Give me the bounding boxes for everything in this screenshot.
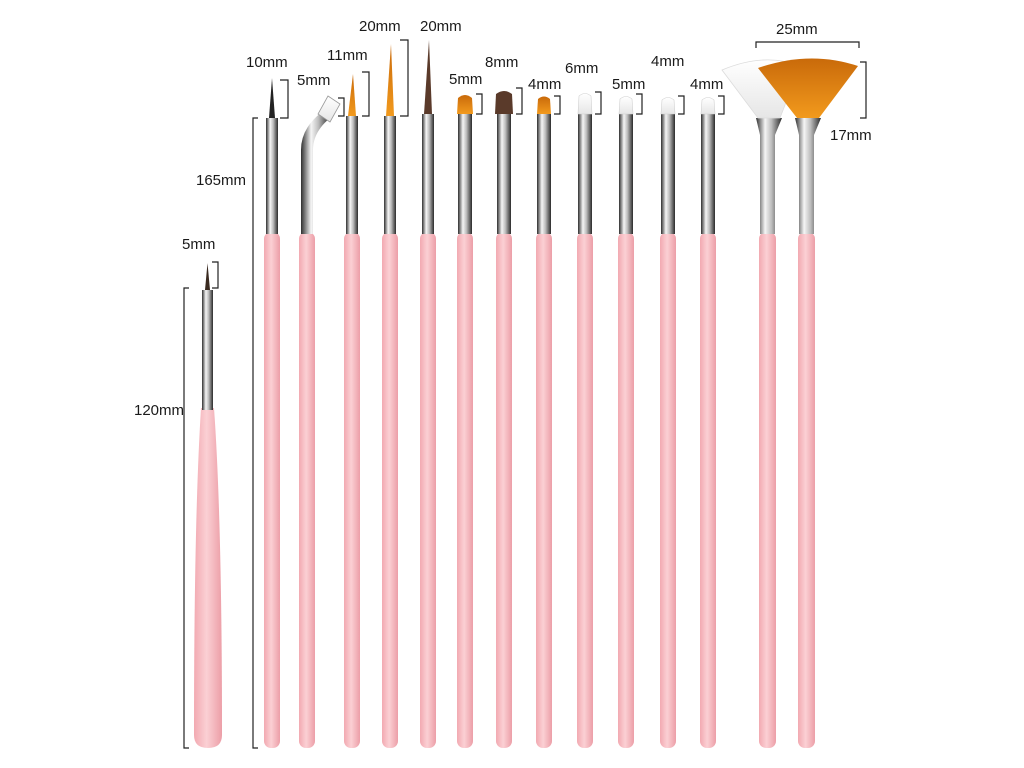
bracket-8mm <box>516 87 523 115</box>
ferrule-6 <box>458 114 472 234</box>
label-tip-7: 8mm <box>485 54 518 71</box>
label-tip-6: 5mm <box>449 71 482 88</box>
ferrule-12 <box>701 114 715 234</box>
bristle-5-striper <box>424 40 432 114</box>
label-tip-10: 5mm <box>612 76 645 93</box>
bristle-12-flat <box>700 97 716 115</box>
handle-1 <box>264 232 280 748</box>
label-tip-12: 4mm <box>690 76 723 93</box>
bristle-3-liner <box>348 74 356 116</box>
bracket-120mm <box>183 287 189 749</box>
bristle-9-flat <box>577 93 593 115</box>
handle-10 <box>618 232 634 748</box>
label-long-length: 165mm <box>196 172 246 189</box>
short-detail-brush <box>194 263 222 748</box>
bracket-165mm <box>252 117 258 749</box>
ferrule-14-fan <box>795 118 821 234</box>
label-fan-height: 17mm <box>830 127 872 144</box>
label-tip-3: 11mm <box>327 47 368 64</box>
ferrule-5 <box>422 114 434 234</box>
ferrule-10 <box>619 114 633 234</box>
label-short-length: 120mm <box>134 402 184 419</box>
label-fan-width: 25mm <box>776 21 818 38</box>
handle-3 <box>344 232 360 748</box>
bracket-4mm-a <box>554 95 561 115</box>
handle-8 <box>536 232 552 748</box>
dimension-brackets <box>183 39 867 749</box>
bracket-4mm-b <box>678 95 685 115</box>
short-brush-ferrule <box>202 290 213 410</box>
bracket-5mm-angled <box>338 97 345 117</box>
bracket-5mm-flat <box>476 93 483 115</box>
handle-14 <box>798 232 815 748</box>
bracket-25mm <box>755 41 860 48</box>
handle-7 <box>496 232 512 748</box>
bracket-5mm-white <box>636 93 643 115</box>
label-short-tip: 5mm <box>182 236 215 253</box>
ferrule-1 <box>266 118 278 234</box>
dimension-labels: 5mm 120mm 165mm 10mm 5mm 11mm 20mm 20mm … <box>134 18 872 419</box>
ferrule-4 <box>384 116 396 234</box>
short-brush-handle <box>194 408 222 748</box>
label-tip-2: 5mm <box>297 72 330 89</box>
bristle-10-flat <box>618 96 634 115</box>
ferrule-3 <box>346 116 358 234</box>
label-tip-9: 6mm <box>565 60 598 77</box>
bracket-4mm-c <box>718 95 725 115</box>
bracket-10mm <box>280 79 289 119</box>
ferrule-8 <box>537 114 551 234</box>
handle-5 <box>420 232 436 748</box>
short-brush-bristle <box>205 263 210 290</box>
bristle-1-detail <box>269 78 275 118</box>
ferrule-9 <box>578 114 592 234</box>
bracket-6mm <box>595 91 602 115</box>
bracket-17mm <box>860 61 867 119</box>
label-tip-5: 20mm <box>420 18 462 35</box>
long-brush-handles <box>264 232 815 748</box>
handle-2 <box>299 232 315 748</box>
bristle-8-flat <box>537 96 551 114</box>
handle-4 <box>382 232 398 748</box>
handle-9 <box>577 232 593 748</box>
handle-6 <box>457 232 473 748</box>
ferrule-13-fan <box>756 118 782 234</box>
label-tip-8: 4mm <box>528 76 561 93</box>
ferrules <box>266 112 821 234</box>
bristle-14-fan <box>758 58 858 118</box>
label-tip-1: 10mm <box>246 54 288 71</box>
bristle-6-flat <box>457 95 473 114</box>
bristle-11-flat <box>660 97 676 115</box>
bristle-7-flat <box>495 91 513 114</box>
bracket-20mm-a <box>400 39 409 117</box>
handle-11 <box>660 232 676 748</box>
handle-13 <box>759 232 776 748</box>
label-tip-11: 4mm <box>651 53 684 70</box>
bristle-2-angled <box>317 95 341 123</box>
ferrule-11 <box>661 114 675 234</box>
bristle-4-striper <box>386 44 394 116</box>
bristles <box>269 40 858 123</box>
bracket-11mm <box>362 71 370 117</box>
bracket-5mm-short <box>212 261 219 289</box>
ferrule-7 <box>497 114 511 234</box>
label-tip-4: 20mm <box>359 18 401 35</box>
handle-12 <box>700 232 716 748</box>
ferrule-2-angled <box>301 112 330 234</box>
